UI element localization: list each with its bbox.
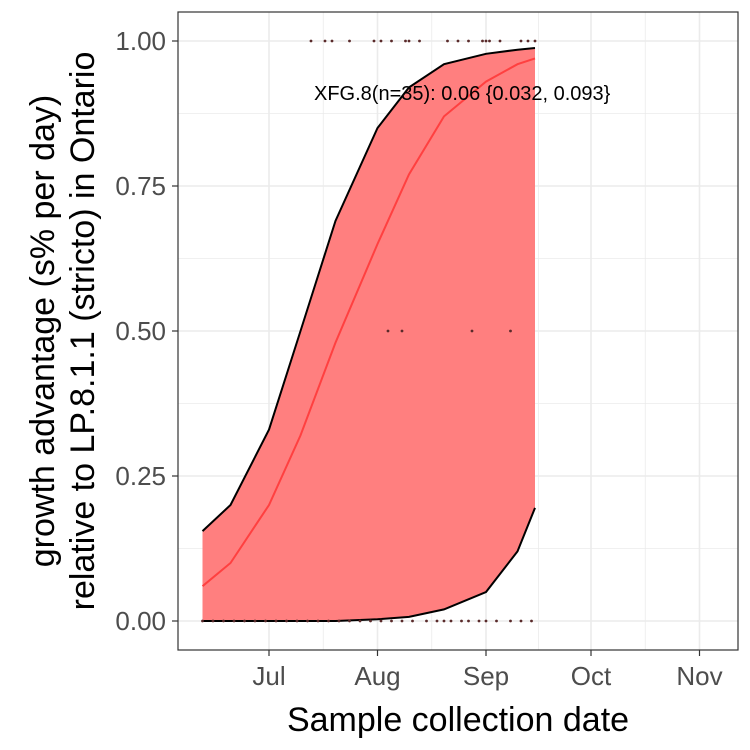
observation-point [369, 619, 372, 623]
observation-point [533, 39, 537, 43]
y-tick-label: 0.75 [115, 171, 166, 201]
observation-point [379, 39, 383, 43]
observation-point [530, 619, 533, 623]
observation-point [484, 619, 488, 623]
observation-point [348, 39, 351, 43]
observation-point [309, 39, 313, 43]
observation-point [358, 619, 362, 623]
observation-point [330, 39, 334, 43]
observation-point [435, 619, 439, 623]
observation-point [222, 619, 225, 623]
x-tick-label: Oct [571, 661, 612, 691]
observation-point [316, 619, 320, 623]
upper-bound-line [201, 47, 536, 532]
observation-point [407, 39, 411, 43]
observation-point [449, 619, 453, 623]
observation-point [337, 619, 341, 623]
observation-point [495, 619, 498, 623]
observation-point [404, 39, 407, 43]
observation-point [253, 619, 257, 623]
observation-point [201, 619, 204, 623]
observation-point [467, 619, 470, 623]
y-tick-label: 0.50 [115, 316, 166, 346]
observation-point [519, 619, 523, 623]
y-tick-label: 0.25 [115, 461, 166, 491]
observation-point [460, 619, 463, 623]
observation-point [379, 619, 383, 623]
observation-point [425, 619, 428, 623]
observation-point [484, 39, 488, 43]
x-axis-title: Sample collection date [287, 701, 629, 739]
observation-point [295, 619, 299, 623]
observation-point [232, 619, 236, 623]
observation-point [488, 39, 491, 43]
observation-point [372, 39, 376, 43]
y-axis-title-line-1: growth advantage (s% per day) [24, 95, 62, 567]
observation-point [477, 619, 481, 623]
observation-point [526, 39, 530, 43]
y-tick-label: 1.00 [115, 26, 166, 56]
observation-point [400, 619, 404, 623]
observation-point [243, 619, 246, 623]
confidence-ribbon [202, 48, 535, 621]
observation-point [509, 329, 512, 333]
observation-point [390, 39, 393, 43]
observation-point [306, 619, 309, 623]
observation-point [418, 39, 421, 43]
fit-line [201, 57, 536, 587]
observation-point [285, 619, 288, 623]
x-tick-label: Aug [354, 661, 400, 691]
annotation-label: XFG.8(n=35): 0.06 {0.032, 0.093} [314, 83, 611, 105]
observation-point [481, 39, 484, 43]
observation-point [390, 619, 393, 623]
observation-point [411, 619, 414, 623]
observation-point [211, 619, 215, 623]
x-tick-label: Sep [463, 661, 509, 691]
x-tick-label: Nov [676, 661, 722, 691]
observation-point [467, 39, 470, 43]
observation-point [386, 329, 390, 333]
observation-point [519, 39, 523, 43]
observation-point [456, 39, 460, 43]
observation-point [498, 39, 502, 43]
observation-point [348, 619, 351, 623]
x-tick-label: Jul [252, 661, 285, 691]
observation-points [201, 39, 537, 623]
axis-ticks [172, 40, 701, 656]
observation-point [442, 619, 446, 623]
observation-point [264, 619, 267, 623]
y-tick-label: 0.00 [115, 606, 166, 636]
ribbon-layer [201, 47, 536, 622]
observation-point [327, 619, 330, 623]
observation-point [400, 329, 404, 333]
observation-point [509, 619, 512, 623]
tick-labels: 0.00 0.25 0.50 0.75 1.00 Jul Aug Sep Oct Nov [115, 26, 722, 691]
observation-point [274, 619, 278, 623]
observation-point [446, 39, 449, 43]
observation-point [323, 39, 327, 43]
y-axis-title-line-2: relative to LP.8.1.1 (stricto) in Ontari… [64, 52, 102, 611]
observation-point [470, 329, 474, 333]
